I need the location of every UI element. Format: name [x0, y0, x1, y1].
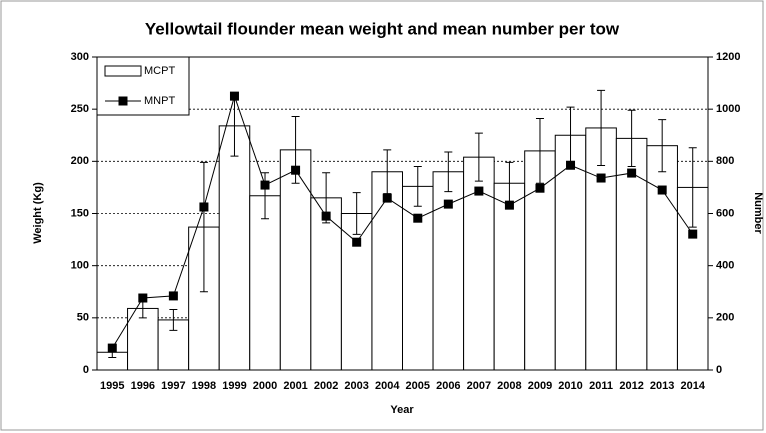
y2-tick-label: 800 — [716, 155, 734, 167]
x-tick-label: 2010 — [558, 380, 582, 392]
error-bar — [352, 192, 361, 235]
marker — [352, 237, 362, 247]
chart-title: Yellowtail flounder mean weight and mean… — [145, 19, 620, 38]
y-tick-label: 300 — [71, 51, 89, 63]
x-tick-label: 2012 — [619, 380, 643, 392]
error-bar — [658, 119, 667, 173]
error-bar — [413, 166, 422, 207]
error-bar — [444, 151, 453, 193]
bar — [554, 134, 587, 371]
y2-tick-label: 1000 — [716, 103, 740, 115]
error-bar — [261, 172, 270, 220]
x-tick-label: 2002 — [314, 380, 338, 392]
x-tick-label: 1995 — [100, 380, 124, 392]
x-tick-label: 2013 — [650, 380, 674, 392]
y-tick-label: 250 — [71, 103, 89, 115]
y2-tick-label: 0 — [716, 364, 722, 376]
error-bar — [199, 161, 208, 293]
y-axis-label: Weight (Kg) — [32, 182, 44, 244]
line — [111, 94, 694, 349]
bar — [585, 127, 617, 371]
bar — [279, 149, 312, 371]
x-tick-label: 2008 — [497, 380, 521, 392]
marker — [138, 293, 148, 303]
x-tick-label: 2004 — [375, 380, 400, 392]
marker — [474, 186, 484, 196]
marker — [657, 185, 667, 195]
y-tick-label: 150 — [71, 207, 89, 219]
y2-tick-label: 600 — [716, 207, 734, 219]
x-tick-label: 1998 — [192, 380, 216, 392]
bar — [218, 125, 251, 371]
x-axis-label: Year — [390, 404, 414, 416]
error-bar — [597, 89, 606, 167]
x-tick-label: 2001 — [283, 380, 307, 392]
x-tick-label: 2006 — [436, 380, 460, 392]
bar — [249, 195, 281, 371]
x-tick-label: 1999 — [222, 380, 246, 392]
marker — [535, 183, 545, 193]
x-tick-label: 1996 — [131, 380, 155, 392]
x-tick-label: 2007 — [467, 380, 491, 392]
marker — [107, 343, 117, 353]
legend-label: MNPT — [144, 95, 175, 107]
error-bar — [169, 308, 178, 331]
marker — [382, 193, 392, 203]
y2-tick-label: 1200 — [716, 51, 740, 63]
x-tick-label: 2014 — [680, 380, 705, 392]
marker — [413, 213, 423, 223]
marker — [627, 168, 637, 178]
marker — [688, 229, 698, 239]
marker — [566, 160, 576, 170]
marker — [291, 165, 301, 175]
marker — [596, 173, 606, 183]
x-tick-label: 2003 — [344, 380, 368, 392]
y2-tick-label: 200 — [716, 312, 734, 324]
marker — [168, 291, 178, 301]
x-tick-label: 2000 — [253, 380, 277, 392]
error-bar — [535, 118, 544, 184]
bar — [646, 145, 678, 371]
y-tick-label: 100 — [71, 260, 89, 272]
x-tick-label: 2011 — [589, 380, 613, 392]
marker — [229, 91, 239, 101]
marker — [260, 180, 270, 190]
legend-swatch — [118, 96, 128, 106]
bar — [340, 213, 373, 371]
error-bar — [474, 132, 483, 182]
x-tick-label: 2009 — [528, 380, 552, 392]
y-tick-label: 50 — [77, 312, 89, 324]
marker — [443, 199, 453, 209]
error-bar — [627, 109, 636, 168]
y-tick-label: 200 — [71, 155, 89, 167]
marker — [199, 202, 209, 212]
x-tick-label: 1997 — [161, 380, 185, 392]
legend-swatch — [104, 65, 142, 77]
bar — [493, 182, 526, 371]
y2-tick-label: 400 — [716, 260, 734, 272]
marker — [321, 211, 331, 221]
x-tick-label: 2005 — [406, 380, 430, 392]
error-bar — [688, 147, 697, 228]
legend-label: MCPT — [144, 65, 175, 77]
y-tick-label: 0 — [83, 364, 89, 376]
plot-frame — [96, 56, 709, 371]
marker — [504, 200, 514, 210]
bar — [310, 197, 342, 371]
y2-axis-label: Number — [752, 192, 764, 234]
